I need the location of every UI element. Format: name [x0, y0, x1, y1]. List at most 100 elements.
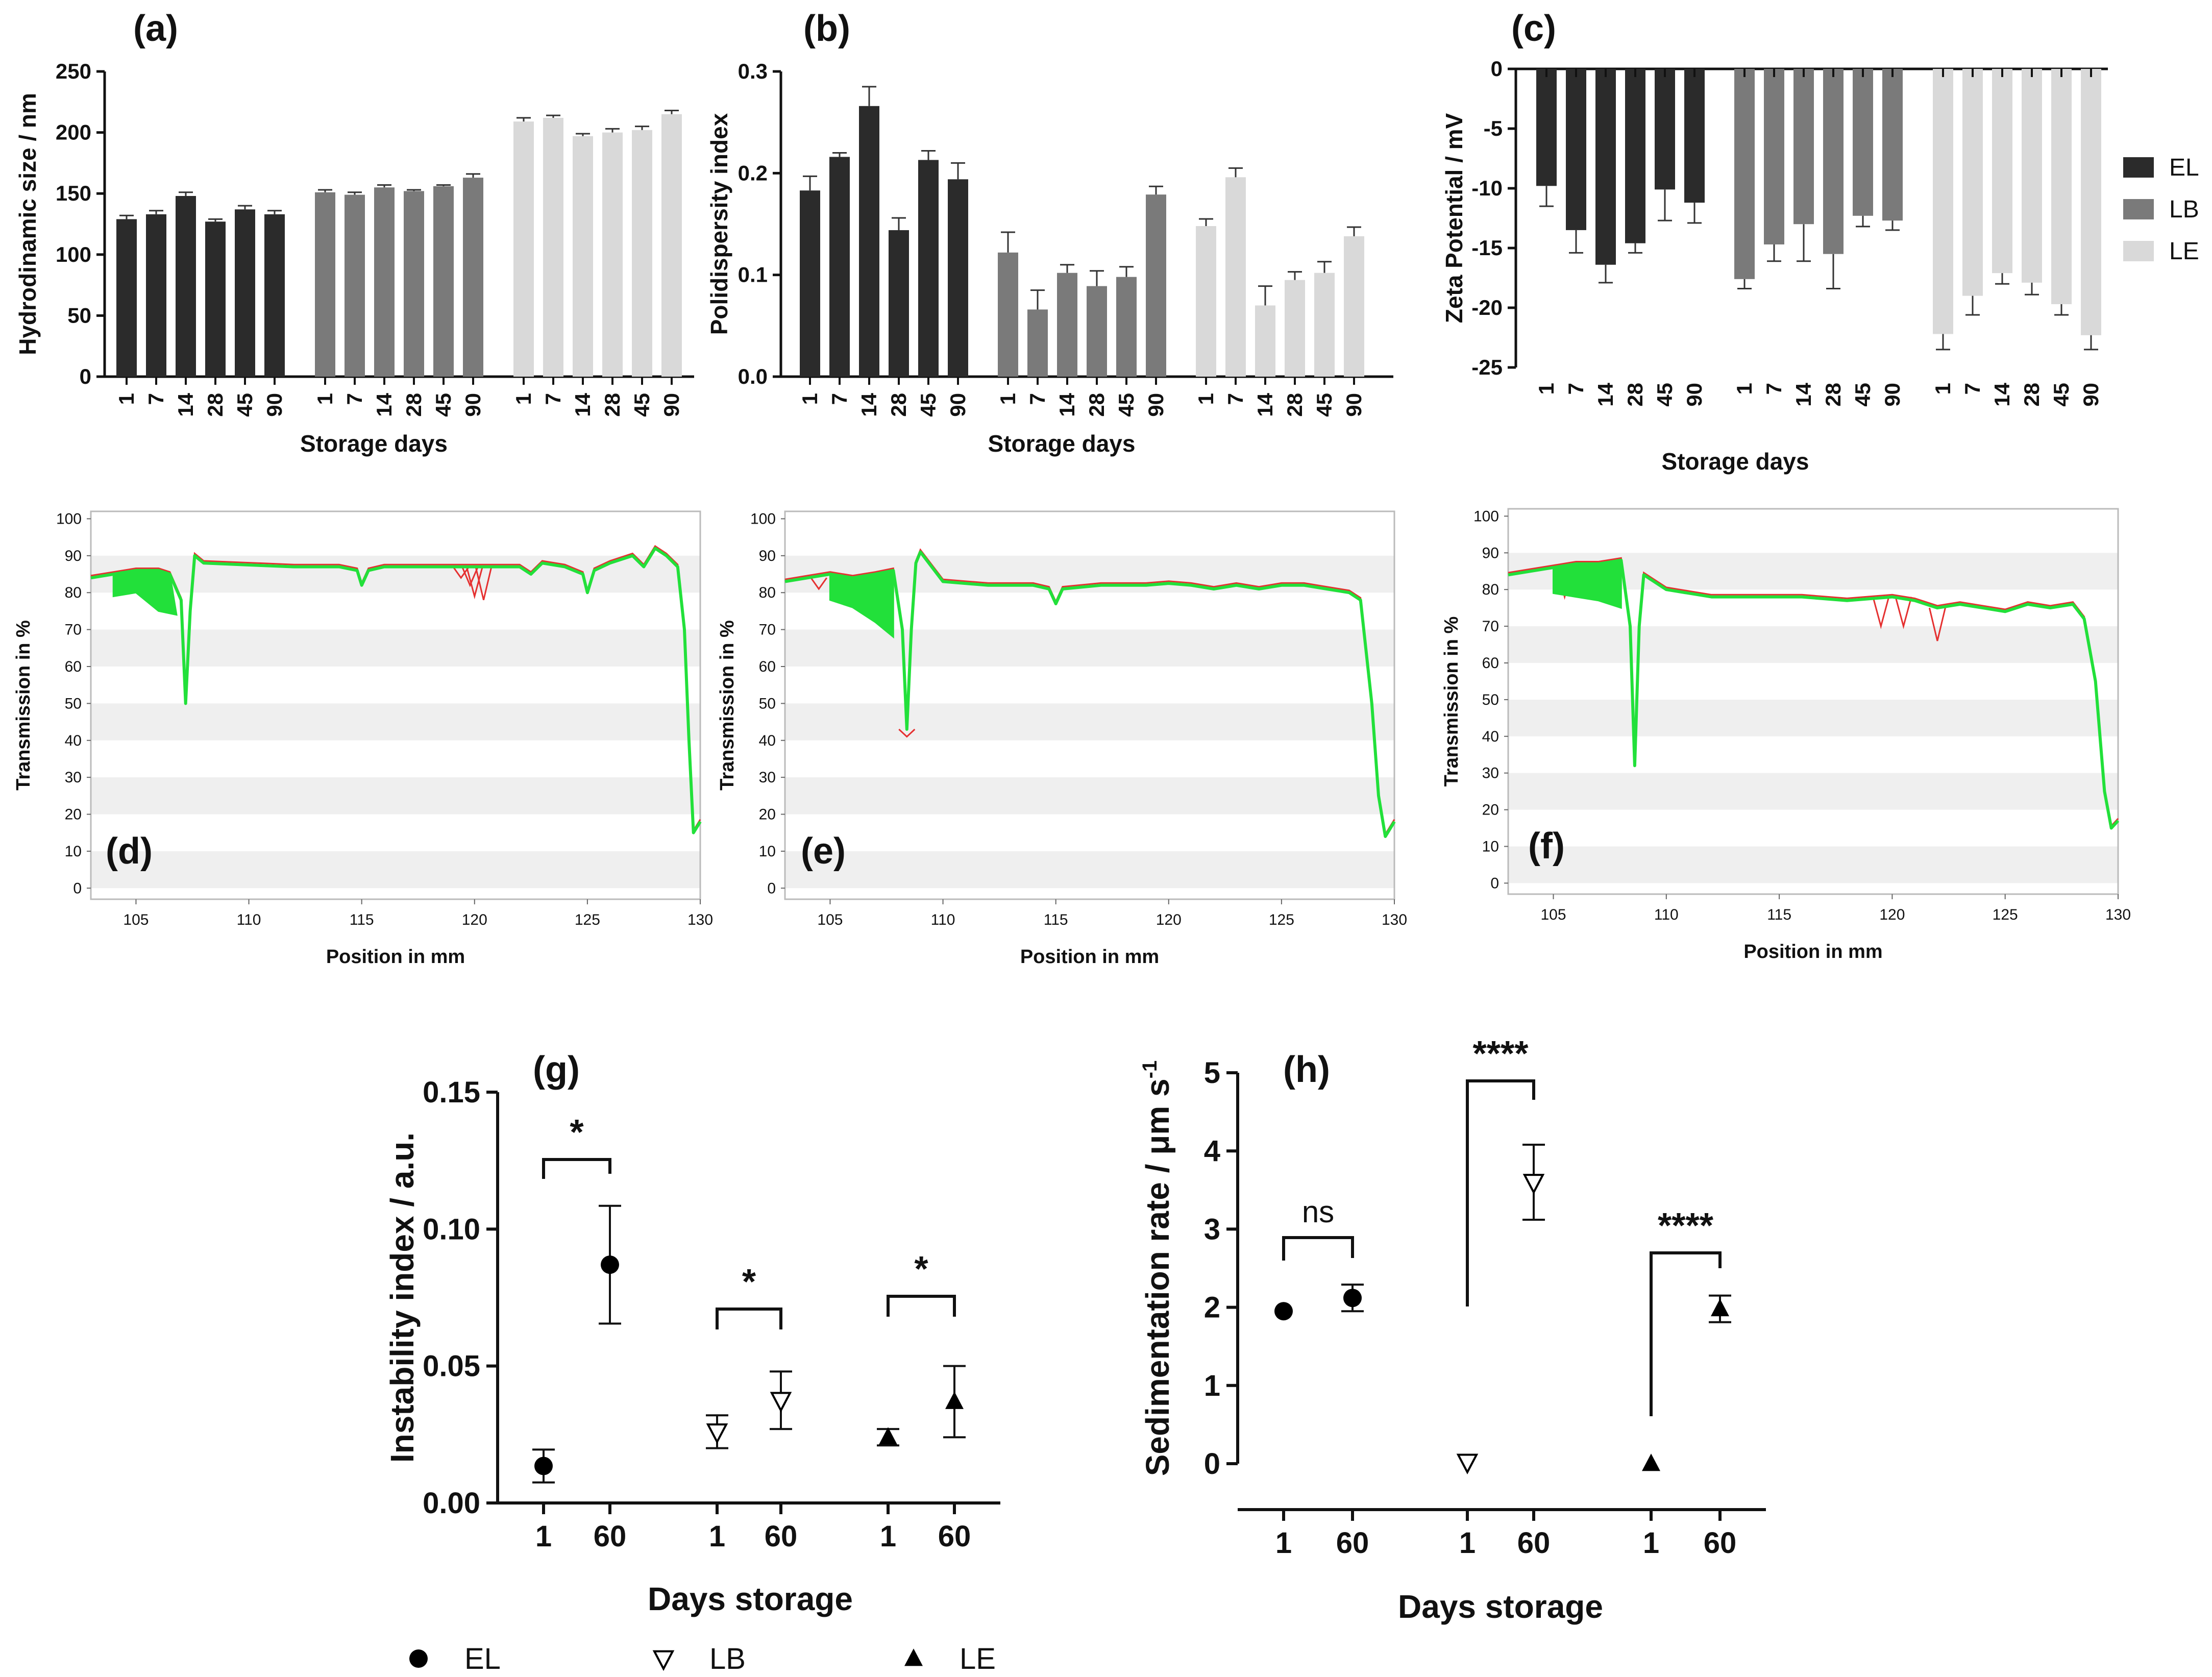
x-tick-label: 120 [1879, 906, 1905, 923]
bar-EL-day-90 [948, 179, 968, 377]
bar-LB-day-28 [1823, 69, 1844, 254]
bar-LB-day-90 [1882, 69, 1903, 221]
data-point-LE-day-1 [879, 1427, 897, 1445]
y-tick-label: 0.1 [738, 263, 768, 287]
red-trace-dip [452, 566, 470, 579]
y-tick-label: 70 [65, 622, 82, 638]
data-point-LB-day-60 [1522, 1174, 1545, 1195]
bar-LB-day-1 [315, 192, 335, 377]
x-tick-label: 14 [571, 392, 595, 416]
x-tick-label: 1 [798, 393, 822, 405]
background-band [91, 851, 700, 889]
panel-label: (d) [106, 831, 153, 872]
y-tick-label: 100 [750, 510, 776, 527]
x-tick-label: 60 [938, 1520, 971, 1553]
panel-label: (f) [1528, 826, 1565, 867]
y-tick-label: 10 [759, 843, 776, 860]
x-tick-label: 60 [1704, 1526, 1737, 1560]
x-tick-label: 45 [1851, 383, 1875, 407]
y-tick-label: 0 [73, 880, 82, 897]
green-trace-spread [112, 570, 178, 616]
x-tick-label: 120 [1156, 911, 1182, 928]
background-band [1508, 773, 2118, 810]
y-tick-label: 80 [759, 584, 776, 601]
x-tick-label: 1 [880, 1520, 896, 1553]
x-tick-label: 7 [1960, 383, 1984, 394]
bar-LB-day-14 [374, 187, 395, 377]
x-tick-label: 115 [1767, 906, 1791, 923]
bar-LB-day-28 [404, 191, 424, 377]
bar-LE-day-90 [2081, 69, 2101, 335]
y-tick-label: 60 [759, 658, 776, 675]
x-tick-label: 90 [2079, 383, 2103, 407]
bar-LB-day-14 [1793, 69, 1814, 225]
bar-EL-day-7 [1566, 69, 1586, 230]
x-axis-title: Storage days [988, 430, 1136, 457]
x-tick-label: 90 [262, 393, 286, 417]
legend-label-EL: EL [464, 1642, 501, 1675]
x-tick-label: 105 [1540, 906, 1566, 923]
y-tick-label: 0 [767, 880, 776, 897]
red-trace-dip [898, 728, 916, 738]
x-tick-label: 1 [1931, 383, 1955, 394]
x-tick-label: 1 [1194, 393, 1218, 405]
bar-EL-day-14 [176, 195, 196, 377]
data-point-EL-day-1 [1274, 1302, 1293, 1321]
y-tick-label: 90 [759, 548, 776, 564]
bar-LB-day-90 [463, 178, 483, 377]
red-trace-dip [475, 566, 493, 601]
x-tick-label: 45 [431, 393, 455, 417]
y-axis-title: Transmission in % [717, 620, 738, 791]
significance-label: * [742, 1262, 756, 1301]
bar-LB-day-7 [345, 194, 365, 377]
x-tick-label: 110 [931, 911, 955, 928]
y-axis-title: Transmission in % [13, 620, 34, 791]
bar-LB-day-1 [998, 252, 1018, 377]
y-tick-label: -25 [1471, 355, 1503, 379]
significance-label: * [914, 1249, 928, 1289]
x-tick-label: 90 [659, 393, 683, 417]
legend-swatch-LE [2123, 241, 2154, 261]
x-tick-label: 90 [1144, 393, 1168, 417]
y-tick-label: 60 [65, 658, 82, 675]
x-tick-label: 14 [1990, 382, 2014, 406]
y-tick-label: 70 [759, 622, 776, 638]
x-tick-label: 1 [996, 393, 1020, 405]
bar-EL-day-90 [1684, 69, 1705, 203]
legend-swatch-EL [2123, 157, 2154, 178]
plot-frame [90, 510, 701, 900]
y-tick-label: 150 [56, 181, 91, 205]
significance-bracket [887, 1295, 956, 1317]
bar-LB-day-1 [1734, 69, 1755, 279]
x-tick-label: 90 [1880, 383, 1904, 407]
bar-EL-day-1 [800, 190, 820, 377]
y-tick-label: -5 [1484, 116, 1503, 140]
y-axis-title: Zeta Potential / mV [1441, 113, 1467, 323]
legend-marker-LE [904, 1648, 923, 1666]
y-tick-label: 40 [759, 732, 776, 749]
data-point-LE-day-60 [945, 1391, 964, 1409]
y-tick-label: 30 [1482, 765, 1499, 782]
bar-LE-day-45 [1314, 273, 1335, 377]
y-tick-label: 5 [1204, 1056, 1220, 1090]
bar-LB-day-90 [1146, 194, 1166, 377]
significance-bracket [1466, 1079, 1535, 1306]
significance-label: **** [1658, 1205, 1714, 1245]
y-tick-label: 0.00 [423, 1487, 480, 1520]
red-trace-dip [465, 566, 483, 600]
background-band [785, 851, 1394, 889]
y-tick-label: 100 [56, 242, 91, 266]
data-point-EL-day-60 [601, 1255, 619, 1274]
y-tick-label: 0.15 [423, 1076, 480, 1109]
x-tick-label: 130 [687, 911, 713, 928]
x-tick-label: 45 [2049, 383, 2073, 407]
y-tick-label: 0.0 [738, 364, 768, 388]
bar-EL-day-28 [1625, 69, 1645, 243]
y-tick-label: 0.2 [738, 161, 768, 185]
panel-label: (a) [133, 8, 178, 49]
y-axis-title: Polidispersity index [706, 113, 732, 335]
y-tick-label: 1 [1204, 1369, 1220, 1402]
x-tick-label: 14 [1593, 382, 1617, 406]
bar-EL-day-45 [1655, 69, 1675, 190]
x-tick-label: 45 [233, 393, 257, 417]
